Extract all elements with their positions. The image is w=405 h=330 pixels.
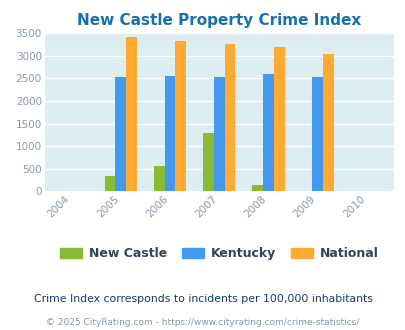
Bar	[175, 41, 186, 191]
Bar	[213, 77, 224, 191]
Bar	[153, 166, 164, 191]
Text: © 2025 CityRating.com - https://www.cityrating.com/crime-statistics/: © 2025 CityRating.com - https://www.city…	[46, 318, 359, 327]
Bar	[115, 77, 126, 191]
Bar	[202, 133, 213, 191]
Bar	[322, 54, 333, 191]
Bar	[311, 77, 322, 191]
Bar	[164, 76, 175, 191]
Bar	[104, 176, 115, 191]
Bar	[224, 44, 235, 191]
Title: New Castle Property Crime Index: New Castle Property Crime Index	[77, 13, 360, 28]
Bar	[262, 74, 273, 191]
Bar	[273, 47, 284, 191]
Bar	[252, 185, 262, 191]
Legend: New Castle, Kentucky, National: New Castle, Kentucky, National	[55, 242, 383, 265]
Text: Crime Index corresponds to incidents per 100,000 inhabitants: Crime Index corresponds to incidents per…	[34, 294, 371, 304]
Bar	[126, 37, 137, 191]
